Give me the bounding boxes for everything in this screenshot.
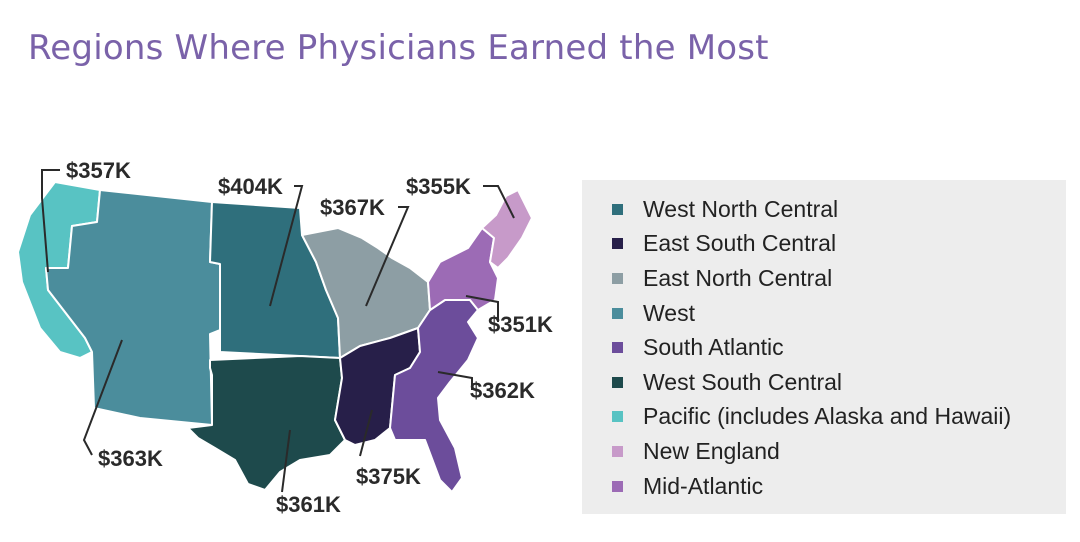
legend-item: Mid-Atlantic bbox=[612, 469, 1066, 504]
region-mid-atlantic bbox=[427, 227, 499, 311]
legend-label: Pacific (includes Alaska and Hawaii) bbox=[643, 403, 1012, 430]
region-new-england bbox=[481, 189, 533, 269]
legend-swatch bbox=[612, 307, 623, 319]
callout-pacific: $357K bbox=[66, 158, 131, 183]
legend-label: Mid-Atlantic bbox=[643, 472, 764, 499]
callout-east-north-central: $367K bbox=[320, 195, 385, 220]
legend-item: East South Central bbox=[612, 227, 1066, 262]
leader-pacific bbox=[41, 169, 60, 273]
legend-label: West bbox=[643, 299, 695, 326]
leader-east-north-central bbox=[365, 206, 410, 307]
legend-label: West South Central bbox=[643, 368, 843, 395]
legend-item: New England bbox=[612, 434, 1066, 469]
legend-label: South Atlantic bbox=[643, 334, 784, 361]
callout-new-england: $355K bbox=[406, 174, 471, 199]
legend-item: Pacific (includes Alaska and Hawaii) bbox=[612, 400, 1066, 435]
legend-swatch bbox=[612, 342, 623, 354]
callout-east-south-central: $375K bbox=[356, 464, 421, 489]
legend: West North Central East South Central Ea… bbox=[582, 180, 1066, 514]
leader-new-england bbox=[483, 185, 515, 219]
callout-west: $363K bbox=[98, 446, 163, 471]
legend-item: South Atlantic bbox=[612, 330, 1066, 365]
legend-swatch bbox=[612, 411, 623, 423]
leader-west-north-central bbox=[269, 185, 304, 307]
callout-west-south-central: $361K bbox=[276, 492, 341, 517]
callout-south-atlantic: $362K bbox=[470, 378, 535, 403]
legend-swatch bbox=[612, 376, 623, 388]
leader-east-south-central bbox=[359, 409, 373, 457]
leader-west bbox=[82, 339, 123, 456]
legend-swatch bbox=[612, 480, 623, 492]
leader-south-atlantic bbox=[437, 371, 473, 390]
callout-mid-atlantic: $351K bbox=[488, 312, 553, 337]
legend-item: East North Central bbox=[612, 261, 1066, 296]
leader-west-south-central bbox=[281, 429, 291, 493]
legend-label: East North Central bbox=[643, 264, 833, 291]
region-west-south-central bbox=[187, 355, 346, 491]
legend-swatch bbox=[612, 445, 623, 457]
legend-label: New England bbox=[643, 437, 780, 464]
legend-swatch bbox=[612, 272, 623, 284]
legend-item: West North Central bbox=[612, 192, 1066, 227]
region-west bbox=[45, 189, 221, 426]
us-region-map: $357K $404K $367K $355K $351K $362K $363… bbox=[17, 158, 553, 517]
legend-label: East South Central bbox=[643, 230, 837, 257]
page-title: Regions Where Physicians Earned the Most bbox=[28, 28, 769, 68]
legend-swatch bbox=[612, 203, 623, 215]
callout-west-north-central: $404K bbox=[218, 174, 283, 199]
legend-swatch bbox=[612, 238, 623, 250]
legend-item: West bbox=[612, 296, 1066, 331]
leader-mid-atlantic bbox=[465, 295, 499, 322]
legend-label: West North Central bbox=[643, 195, 839, 222]
legend-item: West South Central bbox=[612, 365, 1066, 400]
region-west-north-central bbox=[209, 201, 341, 359]
